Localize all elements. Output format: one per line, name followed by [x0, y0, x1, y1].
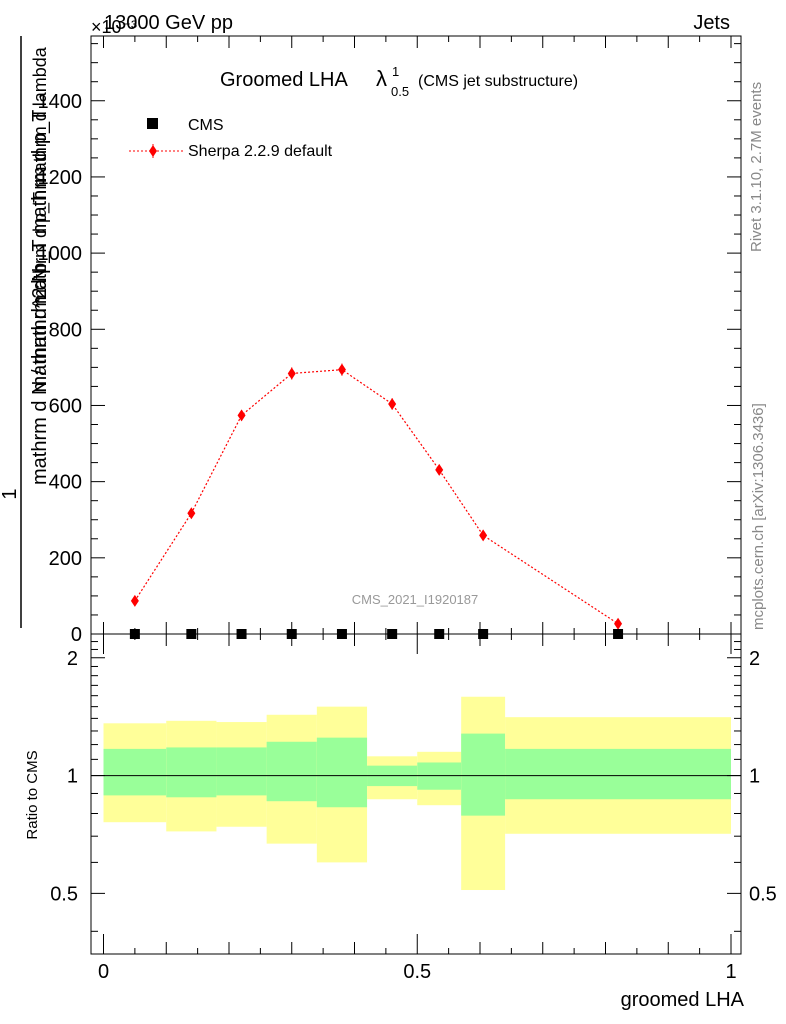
ratio-inner-band — [417, 762, 462, 790]
ratio-tick-label-right: 1 — [749, 766, 760, 788]
sherpa-series — [130, 363, 623, 630]
x-ticks: 0 0.5 1 — [98, 634, 737, 983]
sherpa-point — [435, 463, 444, 476]
plot-title: Groomed LHA λ 1 0.5 (CMS jet substructur… — [220, 64, 578, 99]
rivet-label: Rivet 3.1.10, 2.7M events — [748, 82, 765, 252]
sherpa-point — [130, 594, 139, 607]
ratio-inner-band — [216, 747, 267, 796]
ratio-tick-label-right: 2 — [749, 648, 760, 670]
ylabel-prefix: 1 — [0, 488, 21, 499]
y-tick-label: 1000 — [38, 243, 83, 265]
ratio-inner-band — [166, 747, 217, 798]
legend-sherpa-label: Sherpa 2.2.9 default — [188, 143, 333, 160]
ratio-y-label: Ratio to CMS — [24, 750, 41, 839]
ratio-inner-band — [505, 748, 731, 800]
ratio-tick-label-left: 0.5 — [50, 883, 78, 905]
y-tick-label: 1400 — [38, 91, 83, 113]
sherpa-line — [134, 369, 619, 625]
ratio-inner-band — [103, 748, 167, 796]
sherpa-point — [287, 367, 296, 380]
legend-cms-label: CMS — [188, 117, 224, 134]
sherpa-point — [614, 617, 623, 630]
legend-sherpa-marker — [149, 145, 157, 157]
x-axis-label: groomed LHA — [621, 989, 745, 1011]
main-y-axis-label: 1 mathrm d^2 N mathrm d N / mathrm d p_T… — [0, 36, 51, 628]
y-tick-label: 0 — [71, 624, 82, 646]
y-tick-label: 200 — [49, 548, 82, 570]
title-lambda: λ — [376, 66, 387, 91]
x-tick-label: 0 — [98, 961, 109, 983]
ratio-bands — [103, 696, 731, 891]
x-tick-label: 1 — [725, 961, 736, 983]
analysis-watermark: CMS_2021_I1920187 — [352, 592, 479, 607]
ylabel-numerator-tail: mathrm d p_T mathrm d lambda — [30, 46, 51, 304]
sherpa-point — [479, 529, 488, 542]
title-sub: 0.5 — [391, 84, 409, 99]
main-panel: 0 200 400 600 800 1000 1200 1400 CMS_2021_I1920… — [38, 35, 742, 646]
ratio-inner-band — [266, 741, 317, 802]
y-tick-label: 1200 — [38, 167, 83, 189]
sherpa-point — [237, 409, 246, 422]
ylabel-denominator: mathrm d N / mathrm d p_T mathrm d p_T — [29, 110, 51, 485]
title-sup: 1 — [392, 64, 399, 79]
y-multiplier: ×10⁻³ — [91, 17, 137, 37]
energy-label: 13000 GeV pp — [104, 12, 233, 34]
ratio-tick-label-left: 2 — [67, 648, 78, 670]
ratio-panel: 0.5 0.51 12 2 0 0.5 1 Ratio to CMS groomed LH… — [24, 633, 777, 1011]
title-main: Groomed LHA — [220, 69, 348, 91]
ratio-tick-label-left: 1 — [67, 766, 78, 788]
legend-cms-marker — [147, 118, 158, 129]
category-label: Jets — [693, 12, 730, 34]
ratio-tick-label-right: 0.5 — [749, 883, 777, 905]
sherpa-point — [187, 507, 196, 520]
ratio-y-ticks: 0.5 0.5 1 1 2 2 — [50, 641, 777, 932]
sherpa-point — [388, 397, 397, 410]
sherpa-point — [337, 363, 346, 376]
mcplots-label: mcplots.cern.ch [arXiv:1306.3436] — [750, 403, 767, 630]
y-tick-label: 400 — [49, 472, 82, 494]
y-tick-label: 600 — [49, 395, 82, 417]
ratio-frame — [90, 633, 742, 955]
legend: CMS Sherpa 2.2.9 default — [129, 117, 333, 160]
ratio-inner-band — [316, 737, 368, 808]
ylabel-numerator: mathrm d^2 N — [29, 268, 51, 393]
x-tick-label: 0.5 — [403, 961, 431, 983]
main-y-ticks: 0 200 400 600 800 1000 1200 1400 — [38, 36, 741, 646]
title-note: (CMS jet substructure) — [418, 73, 578, 90]
ratio-inner-band — [461, 733, 506, 816]
y-tick-label: 800 — [49, 319, 82, 341]
